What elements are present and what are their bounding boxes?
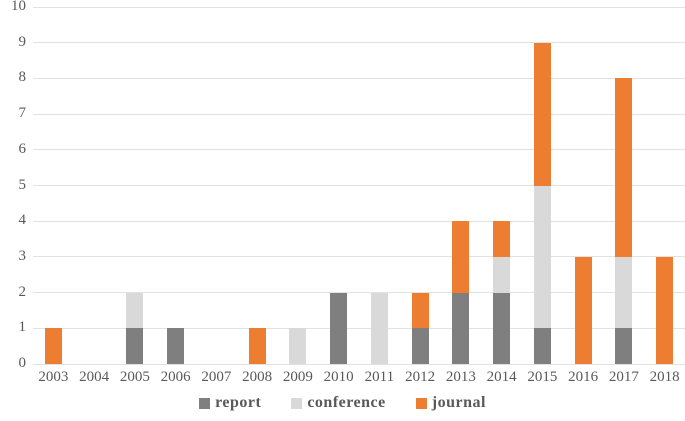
bar-segment-journal-2003 [44,328,62,364]
bar-segment-report-2015 [533,328,551,364]
legend-swatch-journal [415,397,427,409]
bar-segment-conference-2017 [615,256,633,329]
bar-segment-journal-2018 [656,256,674,364]
x-tick-label: 2014 [486,369,517,385]
bar-segment-report-2005 [126,328,144,364]
y-tick-label: 4 [18,212,27,229]
legend-label-report: report [215,394,262,411]
bar-segment-report-2006 [167,328,185,364]
gridline [33,6,685,8]
x-tick-label: 2016 [568,369,599,385]
y-tick-label: 7 [18,105,27,122]
y-tick-label: 1 [18,319,27,336]
bar-segment-journal-2008 [248,328,266,364]
bar-segment-journal-2013 [452,221,470,293]
bar-segment-journal-2012 [411,292,429,329]
y-tick-label: 5 [18,176,27,193]
bar-segment-conference-2005 [126,292,144,329]
y-tick-label: 8 [18,69,27,86]
x-tick-label: 2017 [608,369,639,385]
bar-segment-report-2017 [615,328,633,364]
x-tick-label: 2006 [160,369,191,385]
x-tick-label: 2011 [364,369,395,385]
gridline [33,149,685,151]
bar-segment-report-2010 [330,292,348,364]
x-tick-label: 2008 [242,369,273,385]
bar-segment-report-2013 [452,292,470,364]
x-tick-label: 2004 [79,369,110,385]
y-tick-label: 3 [18,247,27,264]
gridline [33,113,685,115]
gridline [33,292,685,294]
x-tick-label: 2015 [527,369,558,385]
bar-segment-conference-2015 [533,185,551,329]
x-tick-label: 2012 [405,369,436,385]
y-tick-label: 0 [18,355,27,371]
gridline [33,77,685,79]
gridline [33,42,685,44]
x-tick-label: 2013 [445,369,476,385]
x-tick-label: 2003 [38,369,69,385]
bar-segment-conference-2011 [370,292,388,364]
gridline [33,220,685,222]
bar-segment-journal-2017 [615,78,633,257]
bar-segment-journal-2015 [533,42,551,186]
x-tick-label: 2009 [282,369,313,385]
bar-segment-report-2014 [493,292,511,364]
legend-item-conference: conference [291,394,385,412]
legend-swatch-conference [291,397,303,409]
x-tick-label: 2010 [323,369,354,385]
gridline [33,327,685,329]
legend-label-journal: journal [431,394,486,411]
y-tick-label: 2 [18,283,27,300]
bar-segment-conference-2009 [289,328,307,364]
gridline [33,256,685,258]
bar-segment-journal-2016 [574,256,592,364]
gridline [33,185,685,186]
plot-area [33,6,685,365]
bar-segment-report-2012 [411,328,429,364]
x-tick-label: 2005 [119,369,150,385]
legend-swatch-report [199,397,211,409]
legend-item-journal: journal [415,394,486,412]
legend-item-report: report [199,394,261,412]
x-tick-label: 2007 [201,369,232,385]
gridline [33,363,685,365]
chart-legend: report conference journal [0,394,685,412]
legend-label-conference: conference [307,394,386,411]
bar-segment-conference-2014 [493,256,511,293]
y-tick-label: 9 [18,33,27,50]
x-tick-label: 2018 [649,369,680,385]
y-tick-label: 10 [11,0,26,14]
bar-segment-journal-2014 [493,221,511,257]
y-tick-label: 6 [18,140,27,157]
